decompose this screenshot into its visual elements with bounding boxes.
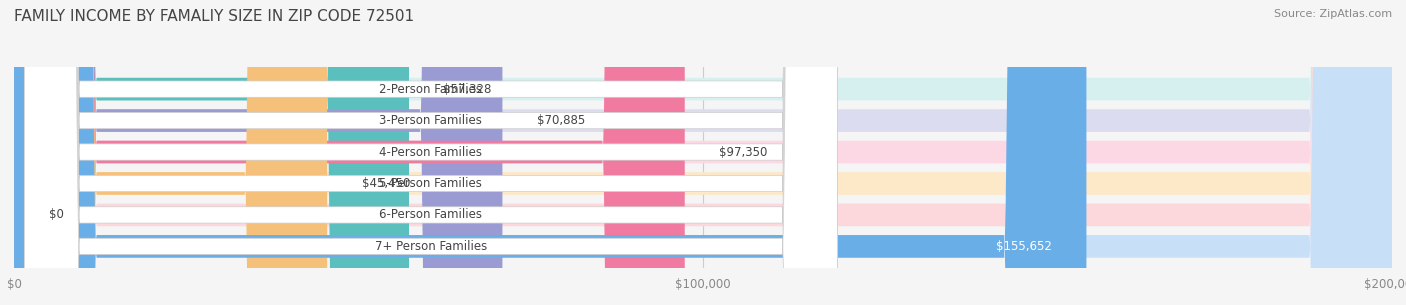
Text: 3-Person Families: 3-Person Families [380,114,482,127]
Text: $0: $0 [48,208,63,221]
FancyBboxPatch shape [14,0,1392,305]
Text: Source: ZipAtlas.com: Source: ZipAtlas.com [1274,9,1392,19]
FancyBboxPatch shape [14,0,1392,305]
FancyBboxPatch shape [14,0,1087,305]
FancyBboxPatch shape [14,0,1392,305]
FancyBboxPatch shape [14,0,1392,305]
Text: $155,652: $155,652 [995,240,1052,253]
Text: 5-Person Families: 5-Person Families [380,177,482,190]
FancyBboxPatch shape [14,0,409,305]
FancyBboxPatch shape [24,0,838,305]
Text: 7+ Person Families: 7+ Person Families [375,240,486,253]
Text: $70,885: $70,885 [537,114,585,127]
FancyBboxPatch shape [14,0,328,305]
Text: 2-Person Families: 2-Person Families [380,83,482,95]
FancyBboxPatch shape [24,0,838,305]
FancyBboxPatch shape [24,0,838,305]
FancyBboxPatch shape [24,0,838,305]
Text: 4-Person Families: 4-Person Families [380,145,482,159]
Text: 6-Person Families: 6-Person Families [380,208,482,221]
Text: $97,350: $97,350 [720,145,768,159]
Text: $45,450: $45,450 [361,177,411,190]
FancyBboxPatch shape [14,0,685,305]
FancyBboxPatch shape [24,0,838,305]
FancyBboxPatch shape [14,0,502,305]
FancyBboxPatch shape [24,0,838,305]
FancyBboxPatch shape [14,0,1392,305]
Text: $57,328: $57,328 [443,83,492,95]
FancyBboxPatch shape [14,0,1392,305]
Text: FAMILY INCOME BY FAMALIY SIZE IN ZIP CODE 72501: FAMILY INCOME BY FAMALIY SIZE IN ZIP COD… [14,9,415,24]
